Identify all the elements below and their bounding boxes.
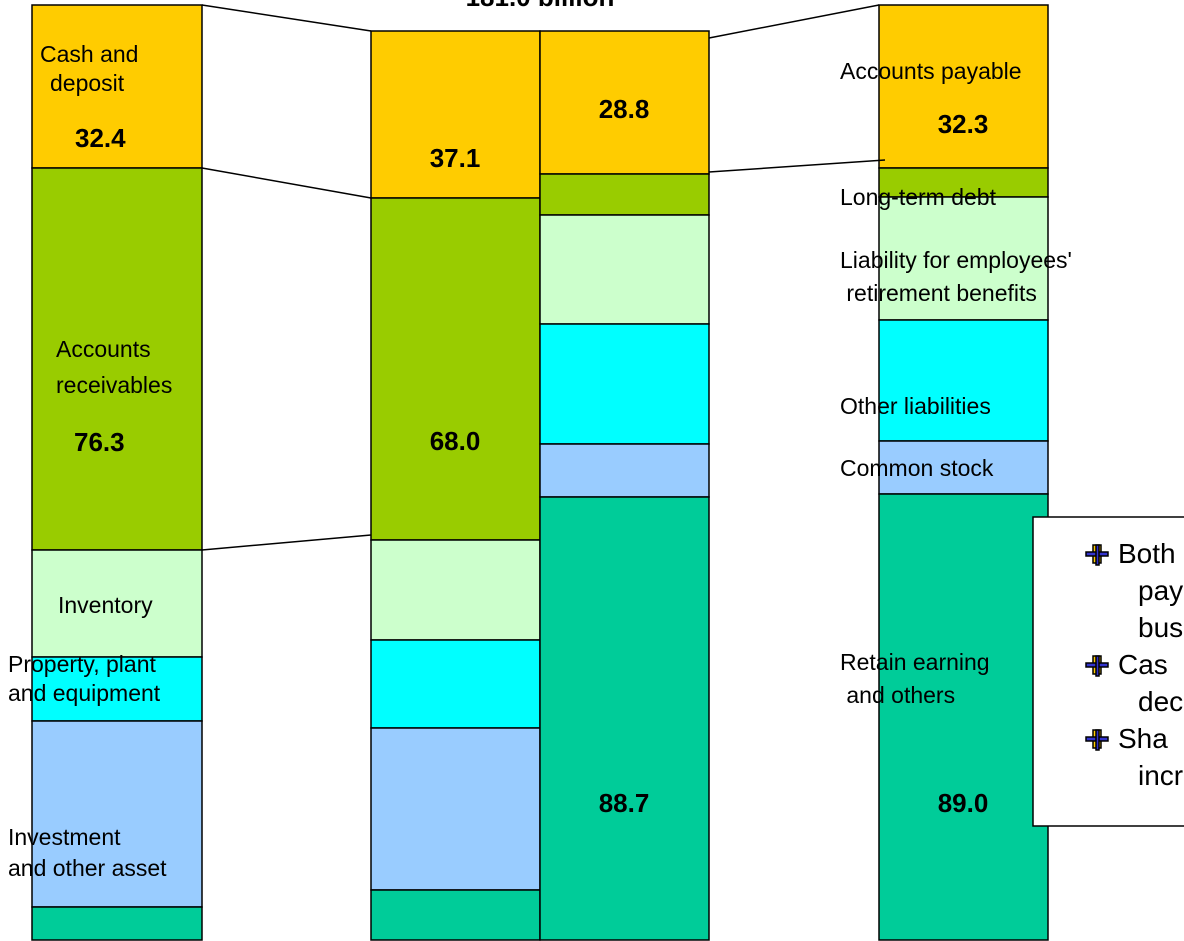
label: Inventory <box>58 592 153 618</box>
text-line: Sha <box>1118 723 1168 754</box>
segment <box>31 167 203 551</box>
bullet <box>1085 655 1109 677</box>
segment <box>370 639 541 729</box>
label: Other liabilities <box>840 393 991 419</box>
segment <box>370 727 541 891</box>
liabilities-column <box>878 4 1049 941</box>
notes-box <box>1032 516 1184 827</box>
connector <box>708 159 886 173</box>
bullet <box>1085 544 1109 566</box>
text-line: pay <box>1138 575 1183 606</box>
segment <box>878 4 1049 169</box>
text-line: Accounts <box>56 336 151 362</box>
text-line: and others <box>840 682 955 708</box>
value: 32.3 <box>938 109 989 139</box>
text-line: bus <box>1138 612 1183 643</box>
segment <box>539 173 710 216</box>
segment <box>370 889 541 941</box>
value: 37.1 <box>430 143 481 173</box>
middle-columns <box>370 30 710 941</box>
label: Cash and deposit <box>40 41 138 96</box>
text-line: Cas <box>1118 649 1168 680</box>
text-line: decr <box>1138 686 1184 717</box>
segment <box>539 323 710 445</box>
note: Sha incr <box>1118 723 1183 791</box>
note: Cas decr <box>1118 649 1184 717</box>
segment <box>539 443 710 498</box>
text-line: Investment <box>8 824 121 850</box>
label: Retain earning and others <box>840 649 990 708</box>
segment <box>370 539 541 641</box>
text-line: and equipment <box>8 680 161 706</box>
label: Common stock <box>840 455 994 481</box>
note: Both pay bus <box>1118 538 1183 643</box>
segment <box>31 549 203 658</box>
text-line: incr <box>1138 760 1183 791</box>
label: Property, plant and equipment <box>8 651 161 706</box>
text-line: receivables <box>56 372 172 398</box>
label: Liability for employees' retirement bene… <box>840 247 1072 306</box>
label: Investment and other asset <box>8 824 167 881</box>
text-line: Cash and <box>40 41 138 67</box>
text-line: Retain earning <box>840 649 990 675</box>
segment <box>878 167 1049 198</box>
segment <box>370 197 541 541</box>
value: 89.0 <box>938 788 989 818</box>
segment <box>370 30 541 199</box>
connector <box>708 4 880 39</box>
text-line: deposit <box>50 70 125 96</box>
connector <box>201 167 372 199</box>
value: 28.8 <box>599 94 650 124</box>
segment <box>31 906 203 941</box>
segment <box>878 319 1049 442</box>
text-line: Both <box>1118 538 1176 569</box>
value: 68.0 <box>430 426 481 456</box>
segment <box>539 496 710 941</box>
segment <box>878 440 1049 495</box>
text-line: retirement benefits <box>840 280 1037 306</box>
value: 76.3 <box>74 427 125 457</box>
value: 32.4 <box>75 123 126 153</box>
text-line: Property, plant <box>8 651 156 677</box>
label: Long-term debt <box>840 184 997 210</box>
segment <box>539 214 710 325</box>
connector <box>201 534 372 551</box>
value: 88.7 <box>599 788 650 818</box>
segment <box>878 493 1049 941</box>
bullet <box>1085 729 1109 751</box>
text-line: and other asset <box>8 855 167 881</box>
segment <box>539 30 710 175</box>
title: 181.0 billion <box>466 0 615 12</box>
label: Accounts receivables <box>56 336 172 398</box>
label: Accounts payable <box>840 58 1022 84</box>
segment <box>31 4 203 169</box>
text-line: Liability for employees' <box>840 247 1072 273</box>
assets-column <box>31 4 203 941</box>
notes: Both pay bus Cas decr Sha incr <box>1085 538 1184 791</box>
connector <box>201 4 372 32</box>
